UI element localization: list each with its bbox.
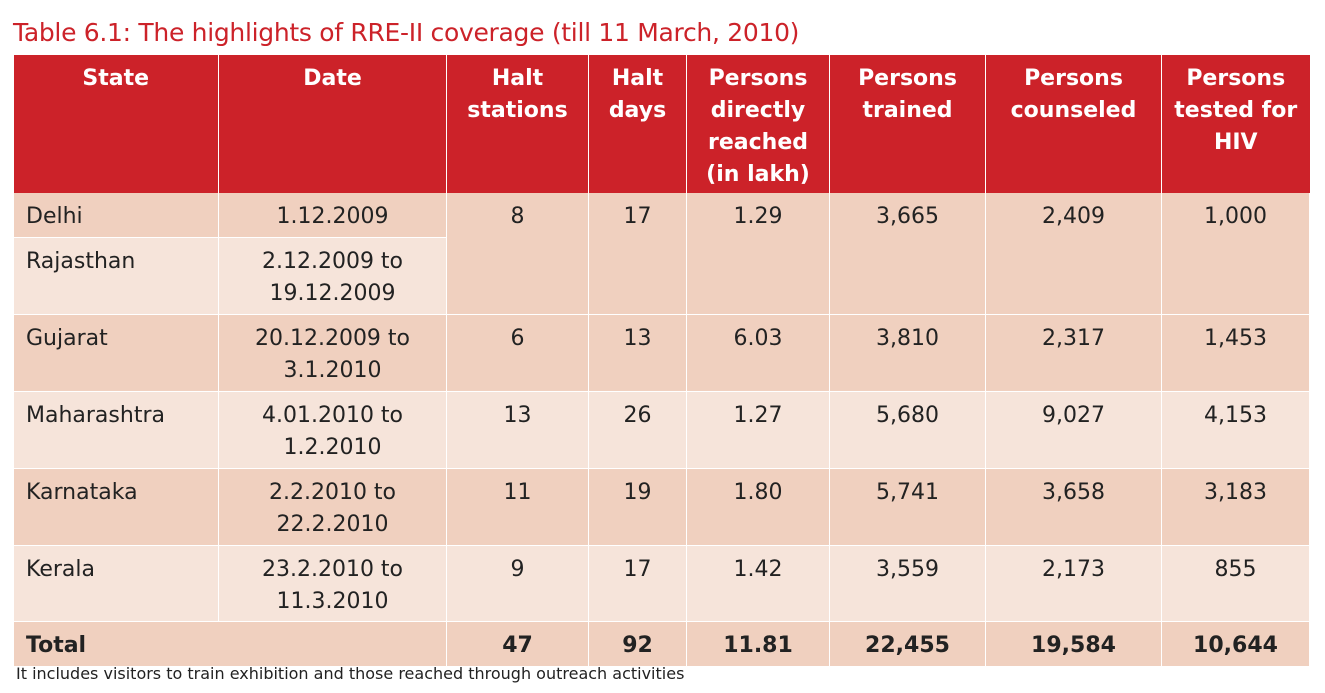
table-row: Delhi 1.12.2009 8 17 1.29 3,665 2,409 1,000 [13, 193, 1310, 315]
total-halt_stations: 47 [446, 621, 589, 667]
cell-counseled: 2,173 [985, 545, 1162, 622]
header-reached: Persons directly reached (in lakh) [686, 55, 830, 193]
total-row: Total 47 92 11.81 22,455 19,584 10,644 [13, 621, 1310, 667]
table-row: Gujarat 20.12.2009 to 3.1.2010 6 13 6.03 3,81… [13, 314, 1310, 392]
total-tested: 10,644 [1161, 621, 1310, 667]
cell-halt_days: 26 [588, 391, 687, 469]
cell-tested: 1,000 [1161, 193, 1310, 315]
cell-reached: 1.42 [686, 545, 830, 622]
cell-tested: 855 [1161, 545, 1310, 622]
cell-halt_days: 19 [588, 468, 687, 546]
total-counseled: 19,584 [985, 621, 1162, 667]
total-label: Total [13, 621, 447, 667]
cell-halt_stations: 6 [446, 314, 589, 392]
cell-state: Delhi [13, 193, 219, 238]
cell-date: 2.2.2010 to 22.2.2010 [218, 468, 447, 546]
cell-state: Maharashtra [13, 391, 219, 469]
cell-date: 4.01.2010 to 1.2.2010 [218, 391, 447, 469]
cell-date: 20.12.2009 to 3.1.2010 [218, 314, 447, 392]
header-halt-days: Halt days [588, 55, 687, 193]
header-state: State [13, 55, 219, 193]
cell-halt_days: 17 [588, 545, 687, 622]
cell-tested: 4,153 [1161, 391, 1310, 469]
cell-reached: 6.03 [686, 314, 830, 392]
cell-halt_stations: 13 [446, 391, 589, 469]
cell-counseled: 2,317 [985, 314, 1162, 392]
cell-state: Gujarat [13, 314, 219, 392]
cell-trained: 5,680 [829, 391, 986, 469]
coverage-table: State Date Halt stations Halt days Perso… [13, 55, 1310, 667]
cell-date: 2.12.2009 to 19.12.2009 [218, 237, 447, 315]
cell-trained: 5,741 [829, 468, 986, 546]
cell-tested: 3,183 [1161, 468, 1310, 546]
cell-reached: 1.29 [686, 193, 830, 315]
cell-state: Karnataka [13, 468, 219, 546]
total-reached: 11.81 [686, 621, 830, 667]
table-row: Maharashtra 4.01.2010 to 1.2.2010 13 26 1.27… [13, 391, 1310, 469]
header-row: State Date Halt stations Halt days Perso… [13, 55, 1310, 193]
cell-state: Rajasthan [13, 237, 219, 315]
cell-counseled: 3,658 [985, 468, 1162, 546]
table-row: Rajasthan 2.12.2009 to 19.12.2009 [13, 237, 1310, 315]
cell-halt_days: 17 [588, 193, 687, 315]
cell-counseled: 2,409 [985, 193, 1162, 315]
table-title: Table 6.1: The highlights of RRE-II cove… [13, 18, 800, 47]
cell-trained: 3,810 [829, 314, 986, 392]
total-halt_days: 92 [588, 621, 687, 667]
cell-trained: 3,665 [829, 193, 986, 315]
header-tested: Persons tested for HIV [1161, 55, 1310, 193]
table-row: Karnataka 2.2.2010 to 22.2.2010 11 19 1.80 5,… [13, 468, 1310, 546]
header-counseled: Persons counseled [985, 55, 1162, 193]
cell-date: 1.12.2009 [218, 193, 447, 238]
cell-halt_days: 13 [588, 314, 687, 392]
cell-halt_stations: 8 [446, 193, 589, 315]
cell-reached: 1.80 [686, 468, 830, 546]
cell-counseled: 9,027 [985, 391, 1162, 469]
cell-state: Kerala [13, 545, 219, 622]
cell-date: 23.2.2010 to 11.3.2010 [218, 545, 447, 622]
footnote: It includes visitors to train exhibition… [16, 664, 685, 683]
header-halt-stations: Halt stations [446, 55, 589, 193]
total-trained: 22,455 [829, 621, 986, 667]
header-date: Date [218, 55, 447, 193]
table-row: Kerala 23.2.2010 to 11.3.2010 9 17 1.42 3,559… [13, 545, 1310, 622]
cell-trained: 3,559 [829, 545, 986, 622]
cell-halt_stations: 9 [446, 545, 589, 622]
header-trained: Persons trained [829, 55, 986, 193]
cell-reached: 1.27 [686, 391, 830, 469]
cell-halt_stations: 11 [446, 468, 589, 546]
cell-tested: 1,453 [1161, 314, 1310, 392]
